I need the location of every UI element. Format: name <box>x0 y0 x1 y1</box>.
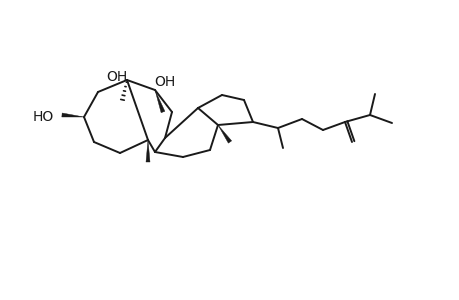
Polygon shape <box>146 140 150 162</box>
Text: OH: OH <box>154 75 175 89</box>
Text: OH: OH <box>106 70 127 84</box>
Text: HO: HO <box>33 110 54 124</box>
Polygon shape <box>62 113 84 117</box>
Polygon shape <box>155 90 164 113</box>
Polygon shape <box>218 125 231 143</box>
